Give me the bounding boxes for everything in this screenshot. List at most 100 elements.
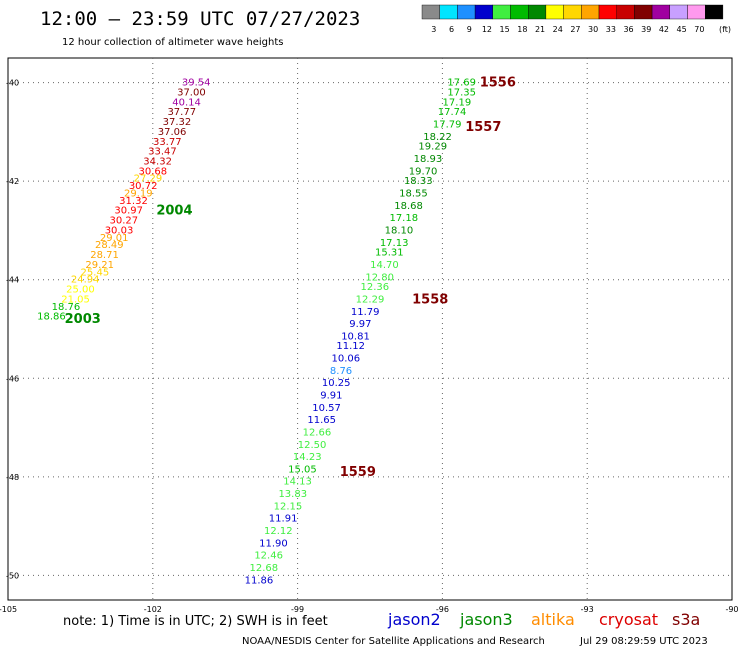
legend-bin-label: 36 — [623, 25, 633, 34]
wave-height-label: 15.31 — [375, 248, 404, 259]
wave-height-label: 9.91 — [320, 391, 342, 402]
pass-number-label: 2003 — [65, 312, 101, 327]
legend-bin-label: 18 — [517, 25, 527, 34]
wave-height-label: 24.94 — [71, 275, 100, 286]
wave-height-label: 11.79 — [351, 307, 380, 318]
wave-height-label: 18.76 — [52, 302, 81, 313]
x-tick-label: -96 — [436, 605, 449, 614]
legend-swatch — [651, 4, 670, 20]
pass-labels: 1556 1557 2004 2003 1558 1559 — [65, 76, 516, 480]
wave-height-label: 14.23 — [293, 452, 322, 463]
legend-swatch — [669, 4, 688, 20]
wave-height-label: 18.68 — [394, 201, 423, 212]
wave-height-label: 39.54 — [182, 78, 211, 89]
wave-height-label: 19.70 — [409, 166, 438, 177]
plot-border — [7, 57, 733, 601]
satellite-name: s3a — [672, 610, 700, 629]
wave-height-label: 30.97 — [114, 206, 143, 217]
y-tick-label: -42 — [6, 177, 19, 186]
wave-height-label: 30.68 — [138, 166, 167, 177]
wave-height-label: 12.12 — [264, 526, 293, 537]
wave-height-label: 12.68 — [249, 563, 278, 574]
pass-number-label: 1557 — [465, 120, 501, 135]
wave-height-label: 13.83 — [278, 489, 307, 500]
wave-height-label: 17.74 — [438, 107, 467, 118]
wave-height-label: 10.06 — [332, 354, 361, 365]
satellite-name: cryosat — [599, 610, 658, 629]
satellite-legend: jason2 jason3 altika cryosat s3a — [387, 610, 700, 629]
wave-height-label: 28.71 — [90, 250, 119, 261]
wave-height-label: 33.77 — [153, 137, 182, 148]
credit-text: NOAA/NESDIS Center for Satellite Applica… — [242, 636, 545, 647]
legend-bin-label: 6 — [449, 25, 454, 34]
y-tick-label: -40 — [6, 79, 19, 88]
wave-height-label: 19.29 — [418, 142, 447, 153]
wave-height-label: 12.36 — [361, 282, 390, 293]
wave-height-label: 33.47 — [148, 147, 177, 158]
pass-number-label: 2004 — [156, 204, 192, 219]
legend-swatch — [528, 4, 547, 20]
axis-ticks: -105 -102 -99 -96 -93 -90 -40 -42 -44 -46 -48 -50 — [0, 79, 739, 614]
y-tick-label: -50 — [6, 571, 19, 580]
timestamp-text: Jul 29 08:29:59 UTC 2023 — [579, 636, 708, 647]
legend-bin-label: 21 — [535, 25, 545, 34]
wave-height-label: 18.86 — [37, 312, 66, 323]
wave-height-label: 37.32 — [163, 117, 192, 128]
chart-title: 12:00 — 23:59 UTC 07/27/2023 — [40, 8, 360, 30]
legend-swatch — [705, 4, 724, 20]
chart-subtitle: 12 hour collection of altimeter wave hei… — [62, 37, 283, 48]
legend-swatch — [421, 4, 440, 20]
wave-height-label: 12.29 — [356, 294, 385, 305]
satellite-name: jason2 — [387, 610, 441, 629]
wave-height-label: 30.03 — [105, 225, 134, 236]
wave-height-label: 29.01 — [100, 233, 129, 244]
legend-swatch — [563, 4, 582, 20]
x-tick-label: -102 — [144, 605, 162, 614]
wave-height-label: 10.57 — [312, 403, 341, 414]
wave-height-label: 40.14 — [172, 97, 201, 108]
wave-height-label: 25.45 — [81, 267, 110, 278]
pass-number-label: 1556 — [480, 76, 516, 91]
wave-height-label: 14.70 — [370, 260, 399, 271]
wave-height-label: 8.76 — [330, 366, 352, 377]
wave-height-label: 37.00 — [177, 87, 206, 98]
wave-height-label: 34.32 — [143, 156, 172, 167]
wave-height-label: 10.25 — [322, 378, 351, 389]
legend-bin-label: 33 — [606, 25, 616, 34]
wave-height-label: 18.22 — [423, 132, 452, 143]
wave-height-label: 17.69 — [447, 78, 476, 89]
wave-height-label: 37.77 — [167, 107, 196, 118]
wave-height-label: 30.72 — [129, 181, 158, 192]
legend-swatch — [545, 4, 564, 20]
wave-height-label: 10.81 — [341, 331, 370, 342]
wave-height-label: 15.05 — [288, 464, 317, 475]
legend-swatch — [687, 4, 706, 20]
wave-height-label: 17.18 — [389, 213, 418, 224]
wave-height-label: 12.15 — [274, 501, 303, 512]
wave-height-label: 17.79 — [433, 120, 462, 131]
legend-bin-label: 30 — [588, 25, 598, 34]
wave-height-label: 11.86 — [245, 575, 274, 586]
wave-height-label: 11.90 — [259, 538, 288, 549]
x-tick-label: -99 — [291, 605, 304, 614]
x-tick-label: -90 — [725, 605, 738, 614]
color-legend: 3 6 9 12 15 18 21 24 27 30 33 36 39 42 45 70 (ft) — [421, 4, 731, 34]
plot-area — [7, 57, 733, 601]
grid-lines — [8, 58, 732, 600]
wave-height-label: 25.00 — [66, 285, 95, 296]
satellite-name: jason3 — [459, 610, 513, 629]
legend-bin-label: 9 — [467, 25, 472, 34]
wave-height-label: 12.50 — [298, 440, 327, 451]
x-tick-label: -93 — [581, 605, 594, 614]
wave-height-label: 21.05 — [61, 294, 90, 305]
wave-height-label: 17.19 — [443, 97, 472, 108]
wave-height-label: 31.32 — [119, 196, 148, 207]
legend-swatch — [510, 4, 529, 20]
wave-height-label: 29.19 — [124, 189, 153, 200]
wave-height-label: 28.49 — [95, 240, 124, 251]
legend-bin-label: 27 — [570, 25, 580, 34]
wave-height-label: 11.12 — [336, 341, 365, 352]
legend-bin-label: 39 — [641, 25, 651, 34]
legend-swatch — [439, 4, 458, 20]
